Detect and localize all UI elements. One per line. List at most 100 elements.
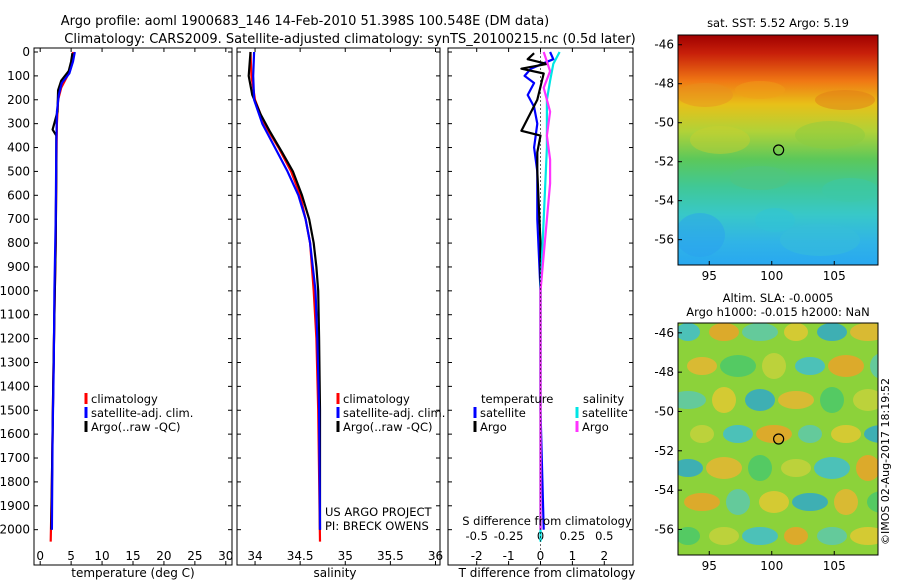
difference-xlabel: T difference from climatology	[458, 566, 636, 580]
legend-label-satellite: satellite-adj. clim.	[91, 406, 193, 420]
legend-label-argo-t: Argo	[480, 420, 507, 434]
x-tick-label: -2	[471, 549, 483, 563]
sla-map-image	[678, 323, 878, 555]
legend-label-argo: Argo(..raw -QC)	[91, 420, 181, 434]
temperature-x-ticks: 0 5 10 15 20 25 30	[36, 48, 233, 565]
sla-anomaly-blobs	[678, 323, 878, 545]
salinity-y-ticks	[237, 51, 440, 531]
project-annotation: US ARGO PROJECT	[325, 505, 433, 519]
sla-anomaly-blob	[817, 323, 847, 341]
figure-title-line1: Argo profile: aoml 1900683_146 14-Feb-20…	[61, 14, 550, 29]
salinity-difference-title: S difference from climatology	[462, 514, 632, 528]
sla-map-ticks: -46 -48 -50 -52 -54 -56 95 100 105	[654, 326, 845, 573]
y-tick-label: 1400	[0, 379, 30, 393]
sla-anomaly-blob	[814, 457, 850, 479]
map-x-tick-label: 95	[702, 559, 717, 573]
map-x-tick-label: 105	[823, 269, 846, 283]
salinity-xlabel: salinity	[313, 566, 356, 580]
sla-anomaly-blob	[709, 323, 739, 341]
map-y-tick-label: -48	[654, 365, 674, 379]
x-tick-label: 15	[125, 549, 140, 563]
map-x-tick-label: 100	[760, 269, 783, 283]
map-y-tick-label: -54	[654, 194, 674, 208]
sla-anomaly-blob	[762, 353, 786, 379]
y-tick-label: 300	[7, 117, 30, 131]
series-line-satellite	[50, 51, 76, 530]
sla-anomaly-blob	[748, 455, 772, 481]
y-tick-label: 600	[7, 188, 30, 202]
y-tick-label: 100	[7, 69, 30, 83]
sst-map-ticks: -46 -48 -50 -52 -54 -56 95 100 105	[654, 38, 845, 283]
s-difference-tick-label: -0.25	[494, 529, 524, 543]
difference-panel: -2 -1 0 1 2-0.5 -0.25 0 0.25 0.5 S difference fr…	[447, 47, 636, 580]
sla-anomaly-blob	[742, 323, 778, 341]
y-tick-label: 1800	[0, 475, 30, 489]
sla-anomaly-blob	[720, 355, 756, 377]
sla-anomaly-blob	[817, 527, 847, 545]
sla-anomaly-blob	[850, 527, 878, 545]
sla-profile-location-marker	[773, 433, 785, 445]
temperature-panel: 0100200300400500600700800900100011001200…	[0, 45, 233, 580]
difference-y-ticks	[448, 51, 633, 531]
legend-label-argo: Argo(..raw -QC)	[343, 420, 433, 434]
x-tick-label: 0	[36, 549, 44, 563]
sla-anomaly-blob	[745, 389, 775, 411]
y-tick-label: 1100	[0, 308, 30, 322]
series-line-argo-s	[539, 51, 552, 530]
sla-anomaly-blob	[850, 323, 878, 341]
x-tick-label: 0	[537, 549, 545, 563]
map-y-tick-label: -48	[654, 77, 674, 91]
imos-credit: ©IMOS 02-Aug-2017 18:19:52	[879, 378, 892, 545]
legend-label-satellite-s: satellite	[582, 406, 628, 420]
x-tick-label: 2	[600, 549, 608, 563]
sla-map-panel: Altim. SLA: -0.0005 Argo h1000: -0.015 h…	[654, 291, 879, 573]
series-line-satellite	[252, 51, 322, 530]
y-tick-label: 800	[7, 236, 30, 250]
legend-label-satellite: satellite-adj. clim.	[343, 406, 445, 420]
sla-anomaly-blob	[690, 425, 714, 443]
map-y-tick-label: -54	[654, 483, 674, 497]
difference-legend: temperature salinity satellite Argo sate…	[473, 392, 628, 434]
s-difference-tick-label: 0.5	[595, 529, 613, 543]
y-tick-label: 1700	[0, 451, 30, 465]
x-tick-label: 10	[94, 549, 109, 563]
sla-anomaly-blob	[792, 493, 828, 511]
map-y-tick-label: -52	[654, 155, 674, 169]
sla-anomaly-blob	[723, 425, 753, 443]
y-tick-label: 400	[7, 141, 30, 155]
x-tick-label: 1	[569, 549, 577, 563]
sst-field	[678, 35, 878, 265]
sla-anomaly-blob	[759, 491, 789, 513]
sla-anomaly-blob	[678, 459, 703, 477]
sla-anomaly-blob	[784, 323, 808, 341]
legend-header-temperature: temperature	[481, 392, 553, 406]
map-y-tick-label: -56	[654, 522, 674, 536]
temperature-axes-box	[33, 47, 233, 566]
sst-map-title: sat. SST: 5.52 Argo: 5.19	[707, 16, 849, 30]
sla-map-frame	[677, 322, 879, 556]
sla-anomaly-blob	[853, 389, 878, 411]
sla-anomaly-blob	[706, 457, 742, 479]
sst-map-frame	[677, 34, 879, 266]
y-tick-label: 1900	[0, 499, 30, 513]
sla-anomaly-blob	[709, 527, 739, 545]
s-difference-tick-label: -0.5	[465, 529, 487, 543]
sla-map-title-line2: Argo h1000: -0.015 h2000: NaN	[686, 305, 870, 319]
map-y-tick-label: -52	[654, 444, 674, 458]
sla-anomaly-blob	[798, 425, 822, 443]
map-x-tick-label: 100	[760, 559, 783, 573]
sla-anomaly-blob	[778, 391, 814, 409]
sla-anomaly-blob	[781, 459, 811, 477]
sla-anomaly-blob	[831, 425, 861, 443]
x-tick-label: 5	[67, 549, 75, 563]
map-y-tick-label: -46	[654, 326, 674, 340]
sla-anomaly-blob	[784, 527, 808, 545]
y-tick-label: 1200	[0, 332, 30, 346]
y-tick-label: 0	[22, 45, 30, 59]
salinity-lines	[247, 51, 322, 542]
x-tick-label: 36	[428, 549, 443, 563]
x-tick-label: -1	[503, 549, 515, 563]
map-x-tick-label: 105	[823, 559, 846, 573]
